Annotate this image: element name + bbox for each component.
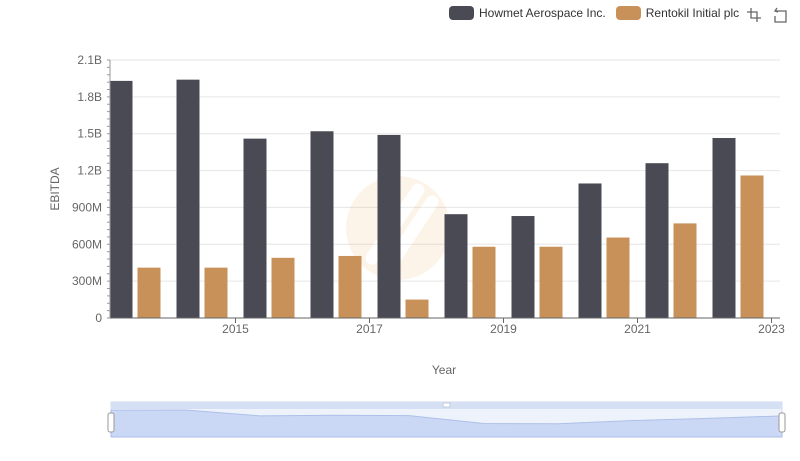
bar-howmet-2017[interactable] xyxy=(310,131,334,318)
y-axis-title: EBITDA xyxy=(48,167,62,210)
legend-swatch-rentokil xyxy=(615,6,641,20)
bar-howmet-2019[interactable] xyxy=(444,214,468,318)
axes: 0 300M 600M 900M 1.2B 1.5B 1.8B 2.1B 2015 2017 201… xyxy=(72,53,785,336)
y-tick-label: 300M xyxy=(72,274,102,288)
y-tick-label: 2.1B xyxy=(77,53,102,67)
zoom-icon[interactable] xyxy=(746,7,762,23)
legend-label-howmet: Howmet Aerospace Inc. xyxy=(479,6,606,20)
x-tick-label: 2021 xyxy=(624,322,651,336)
x-tick-label: 2023 xyxy=(758,322,785,336)
legend: Howmet Aerospace Inc. Rentokil Initial p… xyxy=(449,4,749,22)
bar-rentokil-2018[interactable] xyxy=(405,299,429,318)
bar-rentokil-2021[interactable] xyxy=(606,237,630,318)
bar-rentokil-2023[interactable] xyxy=(740,175,764,318)
bar-howmet-2023[interactable] xyxy=(712,138,736,318)
x-tick-label: 2017 xyxy=(356,322,383,336)
y-tick-label: 1.2B xyxy=(77,164,102,178)
y-tick-label: 1.8B xyxy=(77,90,102,104)
y-tick-label: 600M xyxy=(72,237,102,251)
legend-label-rentokil: Rentokil Initial plc xyxy=(645,6,740,20)
bar-rentokil-2015[interactable] xyxy=(204,267,228,318)
bar-howmet-2021[interactable] xyxy=(578,183,602,318)
legend-swatch-howmet xyxy=(449,6,474,20)
bar-rentokil-2016[interactable] xyxy=(271,257,295,318)
bar-howmet-2018[interactable] xyxy=(377,134,401,318)
y-tick-label: 1.5B xyxy=(77,127,102,141)
zoom-handle-right[interactable] xyxy=(778,412,786,433)
x-tick-label: 2015 xyxy=(222,322,249,336)
bar-rentokil-2022[interactable] xyxy=(673,223,697,318)
zoom-drag-grip[interactable] xyxy=(442,402,451,408)
bar-rentokil-2019[interactable] xyxy=(472,246,496,318)
data-zoom-slider[interactable] xyxy=(107,401,786,438)
bar-howmet-2014[interactable] xyxy=(109,80,133,318)
legend-item-rentokil[interactable]: Rentokil Initial plc xyxy=(615,6,740,20)
bar-howmet-2020[interactable] xyxy=(511,216,535,318)
legend-item-howmet[interactable]: Howmet Aerospace Inc. xyxy=(449,6,606,20)
bar-rentokil-2017[interactable] xyxy=(338,255,362,318)
bars xyxy=(109,79,764,319)
restore-icon[interactable] xyxy=(774,7,790,23)
y-tick-label: 900M xyxy=(72,200,102,214)
bar-howmet-2015[interactable] xyxy=(176,79,200,319)
bar-howmet-2022[interactable] xyxy=(645,163,669,318)
x-tick-label: 2019 xyxy=(490,322,517,336)
y-tick-label: 0 xyxy=(95,311,102,325)
x-axis-title: Year xyxy=(432,363,456,377)
bar-rentokil-2020[interactable] xyxy=(539,246,563,318)
zoom-handle-left[interactable] xyxy=(107,412,115,433)
bar-howmet-2016[interactable] xyxy=(243,138,267,318)
bar-rentokil-2014[interactable] xyxy=(137,267,161,318)
